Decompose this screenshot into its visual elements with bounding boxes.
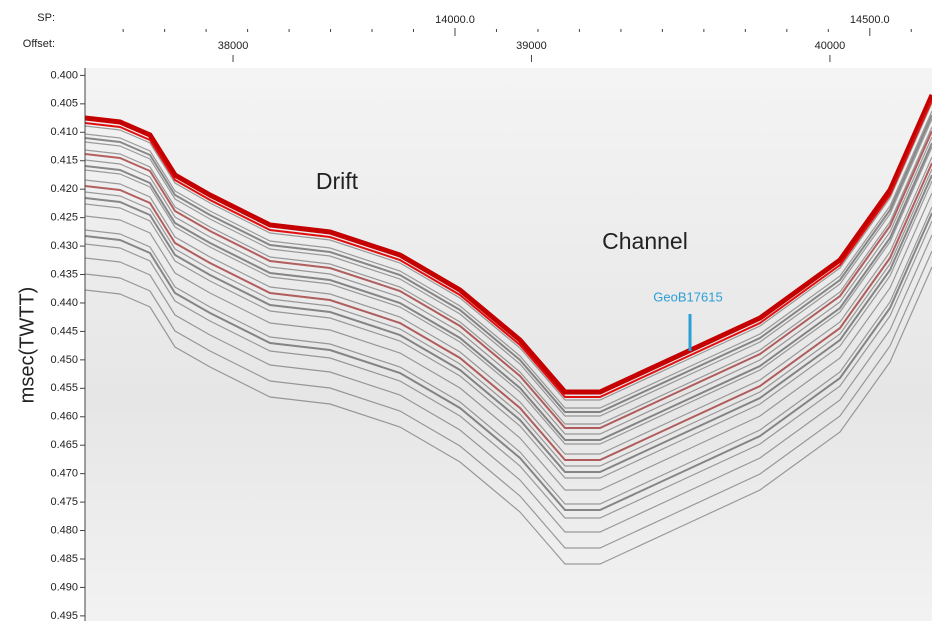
- y-tick-label: 0.445: [50, 325, 78, 337]
- sp-tick-label: 14000.0: [435, 14, 475, 26]
- y-tick-label: 0.420: [50, 183, 78, 195]
- offset-axis-label: Offset:: [23, 38, 55, 50]
- y-tick-label: 0.415: [50, 155, 78, 167]
- y-tick-label: 0.400: [50, 69, 78, 81]
- y-tick-label: 0.405: [50, 98, 78, 110]
- annotation-core: GeoB17615: [653, 289, 722, 304]
- y-tick-label: 0.435: [50, 268, 78, 280]
- y-tick-label: 0.470: [50, 468, 78, 480]
- y-tick-label: 0.410: [50, 126, 78, 138]
- annotation-drift: Drift: [316, 168, 359, 194]
- y-tick-label: 0.460: [50, 411, 78, 423]
- sp-tick-label: 14500.0: [850, 14, 890, 26]
- seismic-image: [85, 68, 932, 621]
- seismic-figure: SP: Offset: msec(TWTT) Drift Channel Geo…: [0, 0, 932, 621]
- y-axis-label: msec(TWTT): [16, 287, 38, 404]
- y-tick-label: 0.495: [50, 610, 78, 621]
- y-tick-label: 0.485: [50, 553, 78, 565]
- y-tick-label: 0.425: [50, 212, 78, 224]
- y-tick-label: 0.455: [50, 382, 78, 394]
- y-tick-label: 0.440: [50, 297, 78, 309]
- offset-tick-label: 39000: [516, 40, 547, 52]
- y-tick-label: 0.465: [50, 439, 78, 451]
- y-tick-label: 0.480: [50, 524, 78, 536]
- offset-tick-label: 40000: [815, 40, 846, 52]
- y-tick-label: 0.475: [50, 496, 78, 508]
- y-tick-label: 0.490: [50, 581, 78, 593]
- offset-tick-label: 38000: [218, 40, 249, 52]
- sp-axis-label: SP:: [37, 12, 55, 24]
- y-tick-label: 0.450: [50, 354, 78, 366]
- annotation-channel: Channel: [602, 228, 688, 254]
- y-tick-label: 0.430: [50, 240, 78, 252]
